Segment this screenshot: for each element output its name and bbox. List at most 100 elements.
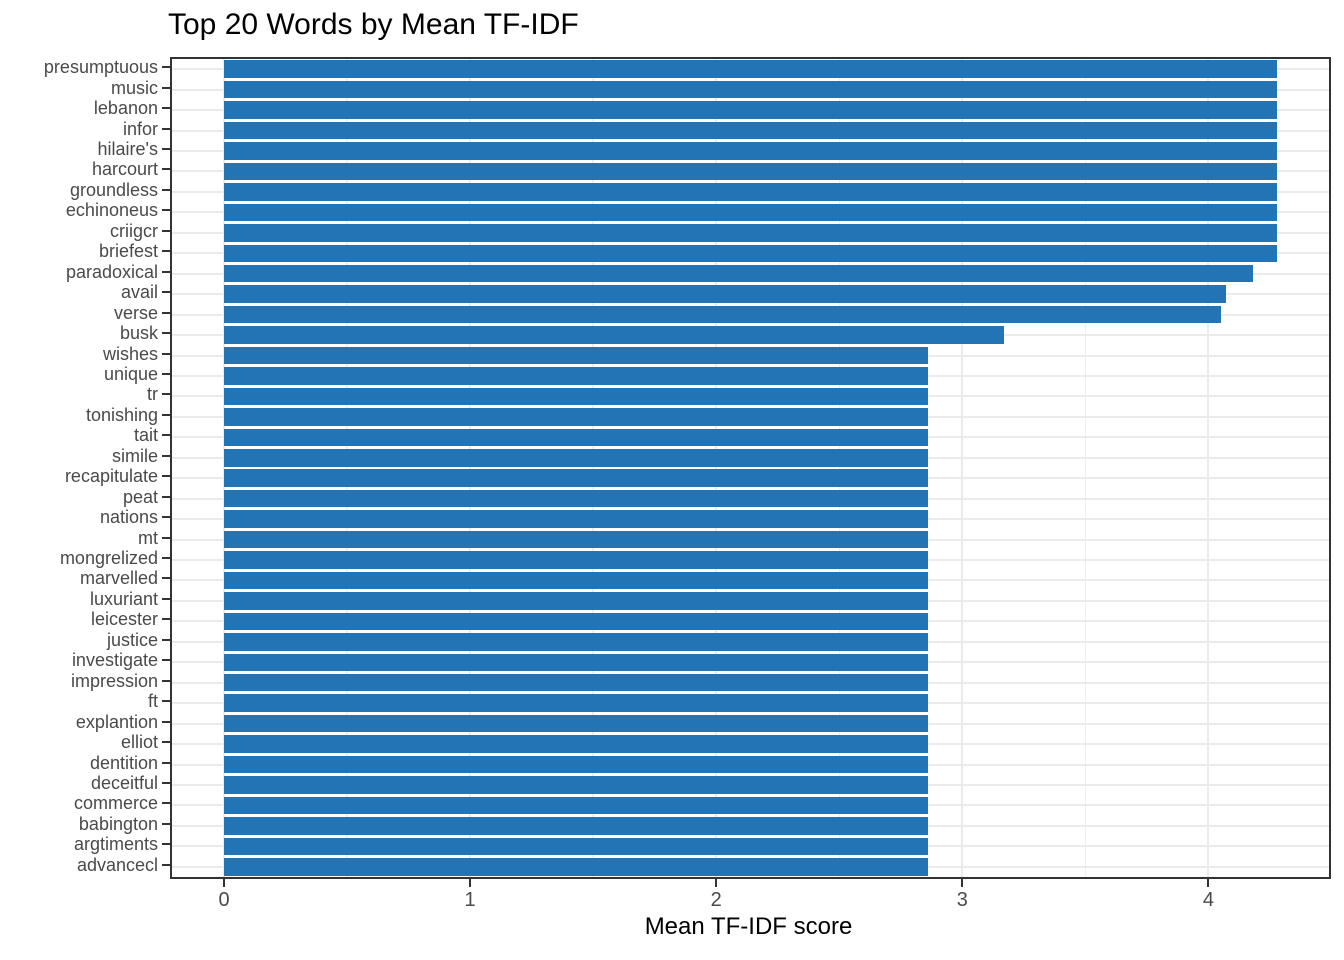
gridline-v-major	[1207, 59, 1210, 877]
y-axis-label: simile	[111, 445, 158, 466]
y-axis-label: echinoneus	[65, 200, 158, 221]
y-axis-label: wishes	[102, 343, 158, 364]
y-tick	[162, 597, 170, 600]
y-axis-label: nations	[99, 507, 158, 528]
y-tick	[162, 618, 170, 621]
y-axis-label: paradoxical	[65, 261, 158, 282]
y-tick	[162, 148, 170, 151]
y-axis-label: impression	[70, 670, 158, 691]
bar	[224, 755, 928, 774]
bar	[224, 387, 928, 406]
bar	[224, 203, 1278, 222]
y-axis-label: lebanon	[93, 98, 158, 119]
y-tick	[162, 822, 170, 825]
y-axis-label: music	[110, 77, 158, 98]
y-tick	[162, 127, 170, 130]
x-tick-label: 0	[218, 889, 230, 911]
y-tick	[162, 536, 170, 539]
bar	[224, 183, 1278, 201]
y-axis-label: mt	[138, 527, 158, 548]
y-tick	[162, 454, 170, 457]
y-axis-label: commerce	[73, 793, 158, 814]
y-tick	[162, 311, 170, 314]
x-tick-label: 2	[710, 889, 722, 911]
bar	[224, 224, 1278, 242]
bar	[224, 142, 1278, 160]
bar	[224, 264, 1253, 283]
y-tick	[162, 516, 170, 519]
y-axis-label: harcourt	[91, 159, 158, 180]
y-tick	[162, 332, 170, 335]
y-tick	[162, 168, 170, 171]
bar	[224, 80, 1278, 99]
bar	[224, 551, 928, 569]
bar	[224, 305, 1221, 324]
y-tick	[162, 557, 170, 560]
y-axis-label: unique	[103, 363, 158, 384]
gridline-v-major	[961, 59, 964, 877]
y-tick	[162, 638, 170, 641]
y-axis-label: advancecl	[76, 854, 158, 875]
bar	[224, 592, 928, 610]
y-axis-label: babington	[78, 813, 158, 834]
y-axis-label: verse	[113, 302, 158, 323]
y-axis-label: argtiments	[73, 834, 158, 855]
y-axis-label: justice	[106, 629, 158, 650]
y-axis-label: infor	[122, 118, 158, 139]
y-tick	[162, 843, 170, 846]
x-tick-label: 4	[1202, 889, 1214, 911]
bar	[224, 428, 928, 447]
y-tick	[162, 781, 170, 784]
y-tick	[162, 700, 170, 703]
gridline-v-minor	[1084, 59, 1087, 877]
x-tick-label: 1	[464, 889, 476, 911]
y-axis-label: deceitful	[90, 772, 158, 793]
y-tick	[162, 679, 170, 682]
y-tick	[162, 802, 170, 805]
y-tick	[162, 66, 170, 69]
y-axis-label: marvelled	[79, 568, 158, 589]
bar	[224, 673, 928, 692]
y-tick	[162, 372, 170, 375]
bar	[224, 469, 928, 487]
y-tick	[162, 577, 170, 580]
bar	[224, 510, 928, 528]
y-axis-label: hilaire's	[97, 139, 158, 160]
y-axis-label: peat	[122, 486, 158, 507]
bar	[224, 714, 928, 733]
bar	[224, 449, 928, 467]
y-tick	[162, 393, 170, 396]
y-tick	[162, 86, 170, 89]
gridline-v-major	[469, 59, 472, 877]
y-tick	[162, 475, 170, 478]
y-axis-label: tait	[133, 425, 158, 446]
bar	[224, 776, 928, 794]
y-axis-label: briefest	[98, 241, 158, 262]
y-tick	[162, 352, 170, 355]
y-axis-label: avail	[120, 282, 158, 303]
bar	[224, 60, 1278, 78]
y-axis-label: tr	[147, 384, 158, 405]
y-axis-label: leicester	[90, 609, 158, 630]
y-tick	[162, 863, 170, 866]
y-axis-label: criigcr	[110, 220, 158, 241]
x-tick	[469, 879, 472, 887]
y-tick	[162, 250, 170, 253]
y-tick	[162, 209, 170, 212]
gridline-v-minor	[346, 59, 348, 877]
gridline-v-minor	[592, 59, 594, 877]
y-tick	[162, 761, 170, 764]
y-axis-label: investigate	[71, 650, 158, 671]
bar	[224, 571, 928, 590]
bar	[224, 633, 928, 651]
bar	[224, 408, 928, 426]
bar	[224, 817, 928, 835]
gridline-v-minor	[838, 59, 840, 877]
x-tick-label: 3	[956, 889, 968, 911]
bar	[224, 858, 928, 876]
x-tick	[223, 879, 225, 887]
bar	[224, 796, 928, 815]
x-tick	[1207, 879, 1210, 887]
y-axis-label: groundless	[69, 179, 158, 200]
